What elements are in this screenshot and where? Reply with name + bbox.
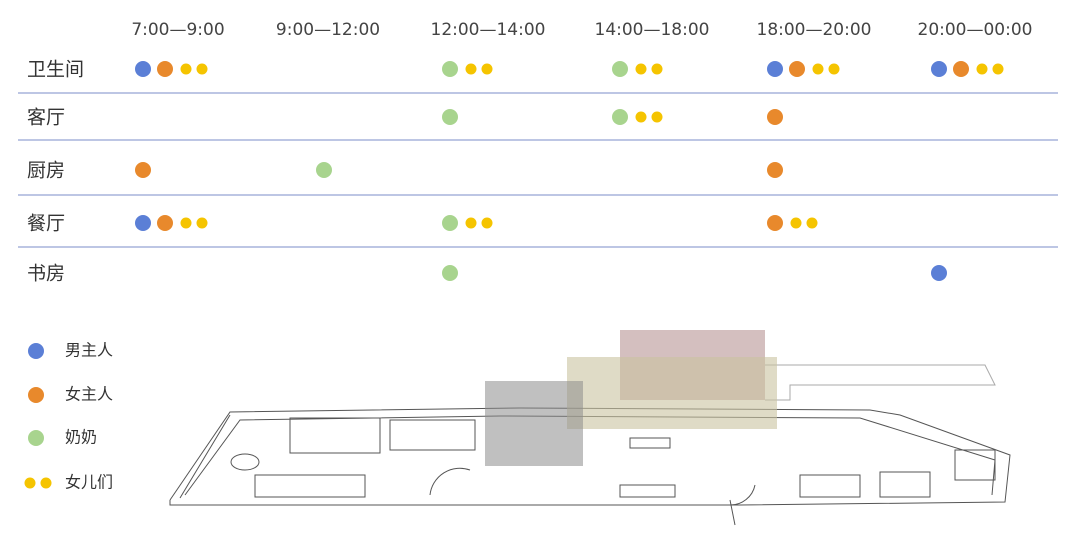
legend-dot bbox=[28, 430, 44, 446]
occupant-dot bbox=[635, 63, 647, 75]
column-header: 20:00—00:00 bbox=[918, 20, 1033, 40]
occupant-dot bbox=[767, 109, 783, 125]
occupant-dot bbox=[931, 265, 947, 281]
occupant-dot bbox=[481, 217, 493, 229]
room-label: 卫生间 bbox=[27, 59, 84, 81]
occupant-dot bbox=[612, 109, 628, 125]
occupant-dot bbox=[180, 217, 192, 229]
legend-dot bbox=[24, 477, 36, 489]
occupant-dot bbox=[976, 63, 988, 75]
occupant-dot bbox=[135, 61, 151, 77]
occupant-dot bbox=[789, 61, 805, 77]
room-label: 书房 bbox=[27, 263, 65, 285]
legend-label: 女主人 bbox=[65, 385, 113, 404]
column-header: 14:00—18:00 bbox=[595, 20, 710, 40]
occupant-dot bbox=[767, 61, 783, 77]
occupant-dot bbox=[812, 63, 824, 75]
occupant-dot bbox=[157, 215, 173, 231]
column-header: 9:00—12:00 bbox=[276, 20, 380, 40]
column-header: 12:00—14:00 bbox=[431, 20, 546, 40]
occupant-dot bbox=[828, 63, 840, 75]
occupant-dot bbox=[316, 162, 332, 178]
occupant-dot bbox=[442, 61, 458, 77]
room-label: 厨房 bbox=[27, 160, 65, 182]
occupant-dot bbox=[790, 217, 802, 229]
room-label: 客厅 bbox=[27, 107, 65, 129]
occupant-dot bbox=[651, 111, 663, 123]
occupant-dot bbox=[635, 111, 647, 123]
occupant-dot bbox=[442, 265, 458, 281]
legend-dot bbox=[28, 343, 44, 359]
occupant-dot bbox=[135, 215, 151, 231]
occupant-dot bbox=[953, 61, 969, 77]
occupant-dot bbox=[180, 63, 192, 75]
occupant-dot bbox=[196, 217, 208, 229]
occupant-dot bbox=[135, 162, 151, 178]
occupant-dot bbox=[767, 162, 783, 178]
column-header: 7:00—9:00 bbox=[131, 20, 224, 40]
legend-dot bbox=[40, 477, 52, 489]
column-header: 18:00—20:00 bbox=[757, 20, 872, 40]
occupant-dot bbox=[931, 61, 947, 77]
occupant-dot bbox=[442, 109, 458, 125]
occupant-dot bbox=[612, 61, 628, 77]
occupant-dot bbox=[767, 215, 783, 231]
legend-dot bbox=[28, 387, 44, 403]
legend-label: 女儿们 bbox=[65, 473, 113, 492]
occupant-dot bbox=[465, 63, 477, 75]
occupant-dot bbox=[196, 63, 208, 75]
occupant-dot bbox=[442, 215, 458, 231]
legend-label: 奶奶 bbox=[65, 428, 97, 447]
occupant-dot bbox=[465, 217, 477, 229]
room-label: 餐厅 bbox=[27, 213, 65, 235]
occupant-dot bbox=[481, 63, 493, 75]
occupant-dot bbox=[157, 61, 173, 77]
occupant-dot bbox=[806, 217, 818, 229]
occupant-dot bbox=[651, 63, 663, 75]
floor-plan bbox=[169, 330, 1011, 526]
legend-label: 男主人 bbox=[65, 341, 113, 360]
occupant-dot bbox=[992, 63, 1004, 75]
